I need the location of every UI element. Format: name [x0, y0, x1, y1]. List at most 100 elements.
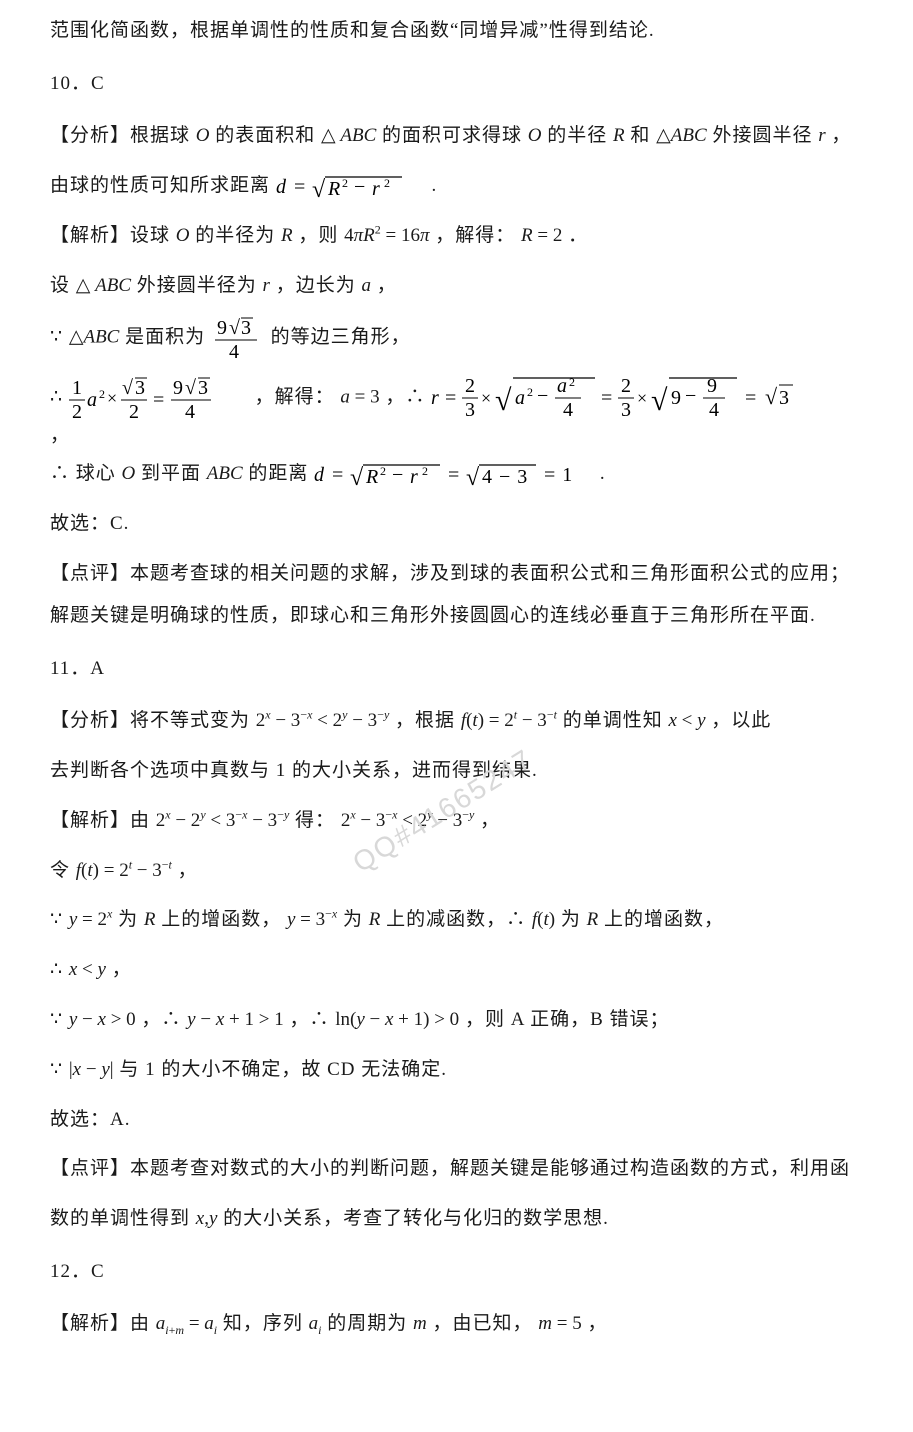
math-xy: x,y: [196, 1208, 218, 1229]
txt: ，∴: [141, 1009, 187, 1030]
svg-text:√: √: [765, 384, 778, 409]
svg-text:3: 3: [198, 377, 209, 399]
math-triABC: △ ABC: [76, 275, 131, 296]
math-d-final: d = √ R 2 − r 2 = √ 4 − 3 = 1: [314, 457, 594, 493]
math-a: a: [361, 275, 371, 296]
q11-sol-l3: ∵ y = 2x 为 R 上的增函数， y = 3−x 为 R 上的减函数，∴ …: [50, 899, 863, 941]
svg-text:=: =: [448, 464, 460, 486]
math-ineq1: 2x − 3−x < 2y − 3−y: [256, 710, 390, 731]
svg-text:d: d: [276, 176, 287, 198]
math-tri: △ ABC: [321, 125, 376, 146]
math-R: R: [587, 909, 599, 930]
txt: 到平面: [141, 463, 207, 484]
txt: 上的减函数，∴: [386, 909, 532, 930]
svg-text:4: 4: [229, 341, 240, 362]
q11-review-l1: 【点评】本题考查对数式的大小的判断问题，解题关键是能够通过构造函数的方式，利用函: [50, 1148, 863, 1190]
q10-analysis-l1: 【分析】根据球 O 的表面积和 △ ABC 的面积可求得球 O 的半径 R 和 …: [50, 115, 863, 157]
txt: 的大小关系，考查了转化与化归的数学思想.: [223, 1208, 609, 1229]
txt: 的面积可求得球: [382, 125, 528, 146]
q10-sol-l3: ∵ △ABC 是面积为 9 √ 3 4 的等边三角形，: [50, 314, 863, 362]
svg-text:√: √: [122, 377, 134, 399]
svg-text:=: =: [153, 389, 165, 411]
txt: ，则: [298, 225, 344, 246]
txt: 的距离: [248, 463, 314, 484]
svg-text:2: 2: [72, 401, 83, 423]
svg-text:3: 3: [621, 399, 632, 421]
svg-text:√: √: [495, 384, 512, 417]
math-y3nx: y = 3−x: [287, 909, 337, 930]
q11-sol-l4: ∴ x < y ，: [50, 949, 863, 991]
math-O: O: [196, 125, 210, 146]
svg-text:2: 2: [422, 464, 429, 478]
math-triABC: △ABC: [69, 327, 120, 348]
txt: ，∴: [385, 387, 431, 408]
svg-text:√: √: [229, 317, 241, 339]
svg-text:a: a: [557, 375, 568, 397]
txt: 外接圆半径: [712, 125, 818, 146]
math-d-sqrt: d = √ R 2 − r 2: [276, 169, 426, 205]
math-ln: ln(y − x + 1) > 0: [335, 1009, 459, 1030]
math-ai: ai: [309, 1313, 322, 1334]
q10-sol-l2: 设 △ ABC 外接圆半径为 r ，边长为 a ，: [50, 265, 863, 307]
svg-text:9: 9: [217, 317, 228, 339]
txt: ，: [112, 959, 132, 980]
txt: .: [600, 463, 606, 484]
svg-text:2: 2: [129, 401, 140, 423]
svg-text:r: r: [410, 466, 419, 488]
q12-number: 12．C: [50, 1248, 863, 1296]
math-ABC: ABC: [207, 463, 243, 484]
txt: 知，序列: [223, 1313, 309, 1334]
svg-text:1: 1: [72, 377, 83, 399]
txt: 的等边三角形，: [271, 327, 411, 348]
txt: 设: [50, 275, 76, 296]
math-aim: ai+m = ai: [156, 1313, 217, 1334]
txt: ，则 A 正确，B 错误；: [465, 1009, 670, 1030]
math-aeq3: a = 3: [340, 387, 379, 408]
q11-review-l2: 数的单调性得到 x,y 的大小关系，考查了转化与化归的数学思想.: [50, 1198, 863, 1240]
svg-text:3: 3: [465, 399, 476, 421]
txt: 【解析】由: [50, 810, 150, 831]
svg-text:−: −: [537, 385, 549, 407]
svg-text:r: r: [372, 178, 381, 200]
math-y2x: y = 2x: [69, 909, 112, 930]
math-r-expr: r = 2 3 × √ a 2 − a 2 4 = 2 3 × √ 9 − 9 …: [431, 370, 851, 426]
math-4piR2: 4πR2 = 16π: [344, 225, 429, 246]
txt: ，∴: [289, 1009, 335, 1030]
q11-sol-l1: 【解析】由 2x − 2y < 3−x − 3−y 得： 2x − 3−x < …: [50, 800, 863, 842]
math-R: R: [281, 225, 293, 246]
math-r: r: [818, 125, 825, 146]
txt: ，: [178, 860, 198, 881]
svg-text:4: 4: [709, 399, 720, 421]
svg-text:= 1: = 1: [544, 464, 573, 486]
txt: 令: [50, 860, 76, 881]
txt: 【解析】设球: [50, 225, 176, 246]
txt: ，解得：: [255, 387, 335, 408]
txt: .: [432, 175, 438, 196]
svg-text:9: 9: [671, 387, 682, 409]
txt: ，: [587, 1313, 607, 1334]
svg-text:d: d: [314, 464, 325, 486]
txt: ∵: [50, 909, 69, 930]
txt: 得：: [295, 810, 335, 831]
txt: ，边长为: [276, 275, 362, 296]
svg-text:−: −: [685, 385, 697, 407]
svg-text:R: R: [365, 466, 379, 488]
svg-text:2: 2: [465, 375, 476, 397]
math-R: R: [369, 909, 381, 930]
svg-text:a: a: [515, 387, 526, 409]
q10-analysis-l2: 由球的性质可知所求距离 d = √ R 2 − r 2 .: [50, 165, 863, 207]
txt: ∵: [50, 327, 69, 348]
txt: ，: [377, 275, 397, 296]
txt: 为: [561, 909, 587, 930]
txt: ∴ 球心: [50, 463, 122, 484]
svg-text:2: 2: [621, 375, 632, 397]
txt: 和: [630, 125, 656, 146]
svg-text:4 − 3: 4 − 3: [482, 466, 528, 488]
txt: 【解析】由: [50, 1313, 156, 1334]
txt: ，由已知，: [432, 1313, 532, 1334]
q11-number: 11．A: [50, 645, 863, 693]
svg-text:R: R: [327, 178, 341, 200]
svg-text:=: =: [445, 387, 457, 409]
svg-text:2: 2: [99, 387, 106, 401]
math-R: R: [613, 125, 625, 146]
